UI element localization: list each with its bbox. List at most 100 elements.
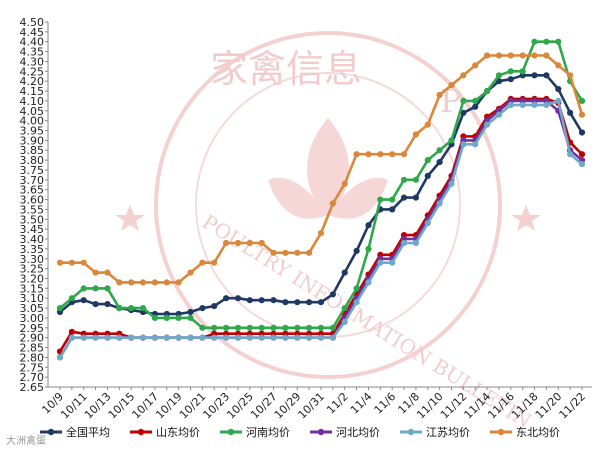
data-point [389,151,396,158]
data-point [270,297,277,304]
data-point [187,269,194,276]
y-tick-label: 4.40 [20,36,45,49]
data-point [329,334,336,341]
data-point [436,91,443,99]
data-point [187,308,194,316]
x-tick-label: 11/2 [324,390,351,417]
data-point [56,354,64,361]
y-tick-label: 4.30 [20,55,45,68]
y-tick-label: 4.05 [20,105,45,118]
data-point [400,176,408,183]
data-point [389,206,396,213]
data-point [80,285,87,292]
legend-label: 江苏均价 [426,426,470,439]
x-tick-label: 11/22 [557,390,589,422]
watermark-logo: 家禽信息 P POULTRY INFORMATION BULLETIN [115,31,541,433]
data-point [282,334,289,341]
y-tick-label: 3.70 [20,174,45,187]
data-point [258,334,265,341]
data-point [92,269,99,276]
data-point [555,38,562,45]
data-point [80,259,87,266]
data-point [531,101,538,108]
data-point [412,131,419,138]
data-point [329,200,336,207]
data-point [543,72,550,79]
legend-item: 河南均价 [220,426,290,439]
legend-swatch-marker [317,428,325,436]
watermark-star-left [115,205,145,231]
legend-swatch-marker [227,428,235,436]
y-tick-label: 4.50 [20,16,45,29]
data-point [234,295,242,302]
data-point [234,334,242,341]
data-point [495,111,503,118]
data-point [282,299,289,306]
data-point [270,334,277,341]
data-point [175,334,182,341]
data-point [495,52,503,59]
data-point [353,299,360,306]
data-point [555,86,562,93]
data-point [424,121,431,128]
y-tick-label: 3.65 [20,184,45,197]
watermark-emblem-petal [307,118,349,215]
y-tick-label: 3.60 [20,194,45,207]
data-point [424,172,431,179]
data-point [578,129,586,136]
y-tick-label: 3.25 [20,263,45,276]
data-point [507,76,514,83]
data-point [531,52,538,59]
watermark-emblem-leaf-right [328,177,388,219]
y-tick-label: 3.85 [20,144,45,157]
data-point [258,297,265,304]
data-point [436,147,443,154]
legend-swatch-marker [497,428,505,436]
data-point [365,279,372,286]
y-tick-label: 2.90 [20,332,45,345]
data-point [270,249,277,256]
data-point [495,72,503,79]
data-point [175,314,182,321]
legend-swatch-marker [137,428,145,436]
data-point [223,334,230,341]
data-point [317,334,325,341]
legend-item: 江苏均价 [400,426,470,439]
data-point [56,305,64,312]
data-point [234,239,242,247]
y-tick-label: 4.35 [20,46,45,59]
series-4 [56,97,586,361]
data-point [282,249,289,256]
data-point [472,103,479,110]
data-point [211,334,218,341]
data-point [246,324,253,331]
data-point [400,239,408,247]
data-point [341,180,348,187]
data-point [116,334,123,341]
data-point [472,62,479,69]
y-tick-label: 3.35 [20,243,45,256]
y-tick-label: 4.20 [20,75,45,88]
y-tick-label: 2.75 [20,361,45,374]
x-tick-label: 11/6 [372,390,399,417]
data-point [151,314,158,321]
y-tick-label: 4.10 [20,95,45,108]
data-point [507,68,514,75]
data-point [317,324,325,331]
data-point [329,324,336,331]
data-point [306,249,313,256]
data-point [519,68,526,75]
data-point [139,334,147,341]
data-point [472,97,479,104]
data-point [92,334,99,341]
data-point [507,101,514,108]
data-point [294,249,301,256]
data-point [567,151,574,158]
data-point [317,299,325,306]
data-point [139,305,147,312]
data-point [567,72,574,79]
y-tick-label: 3.95 [20,125,45,138]
data-point [80,297,87,304]
data-point [484,121,491,128]
